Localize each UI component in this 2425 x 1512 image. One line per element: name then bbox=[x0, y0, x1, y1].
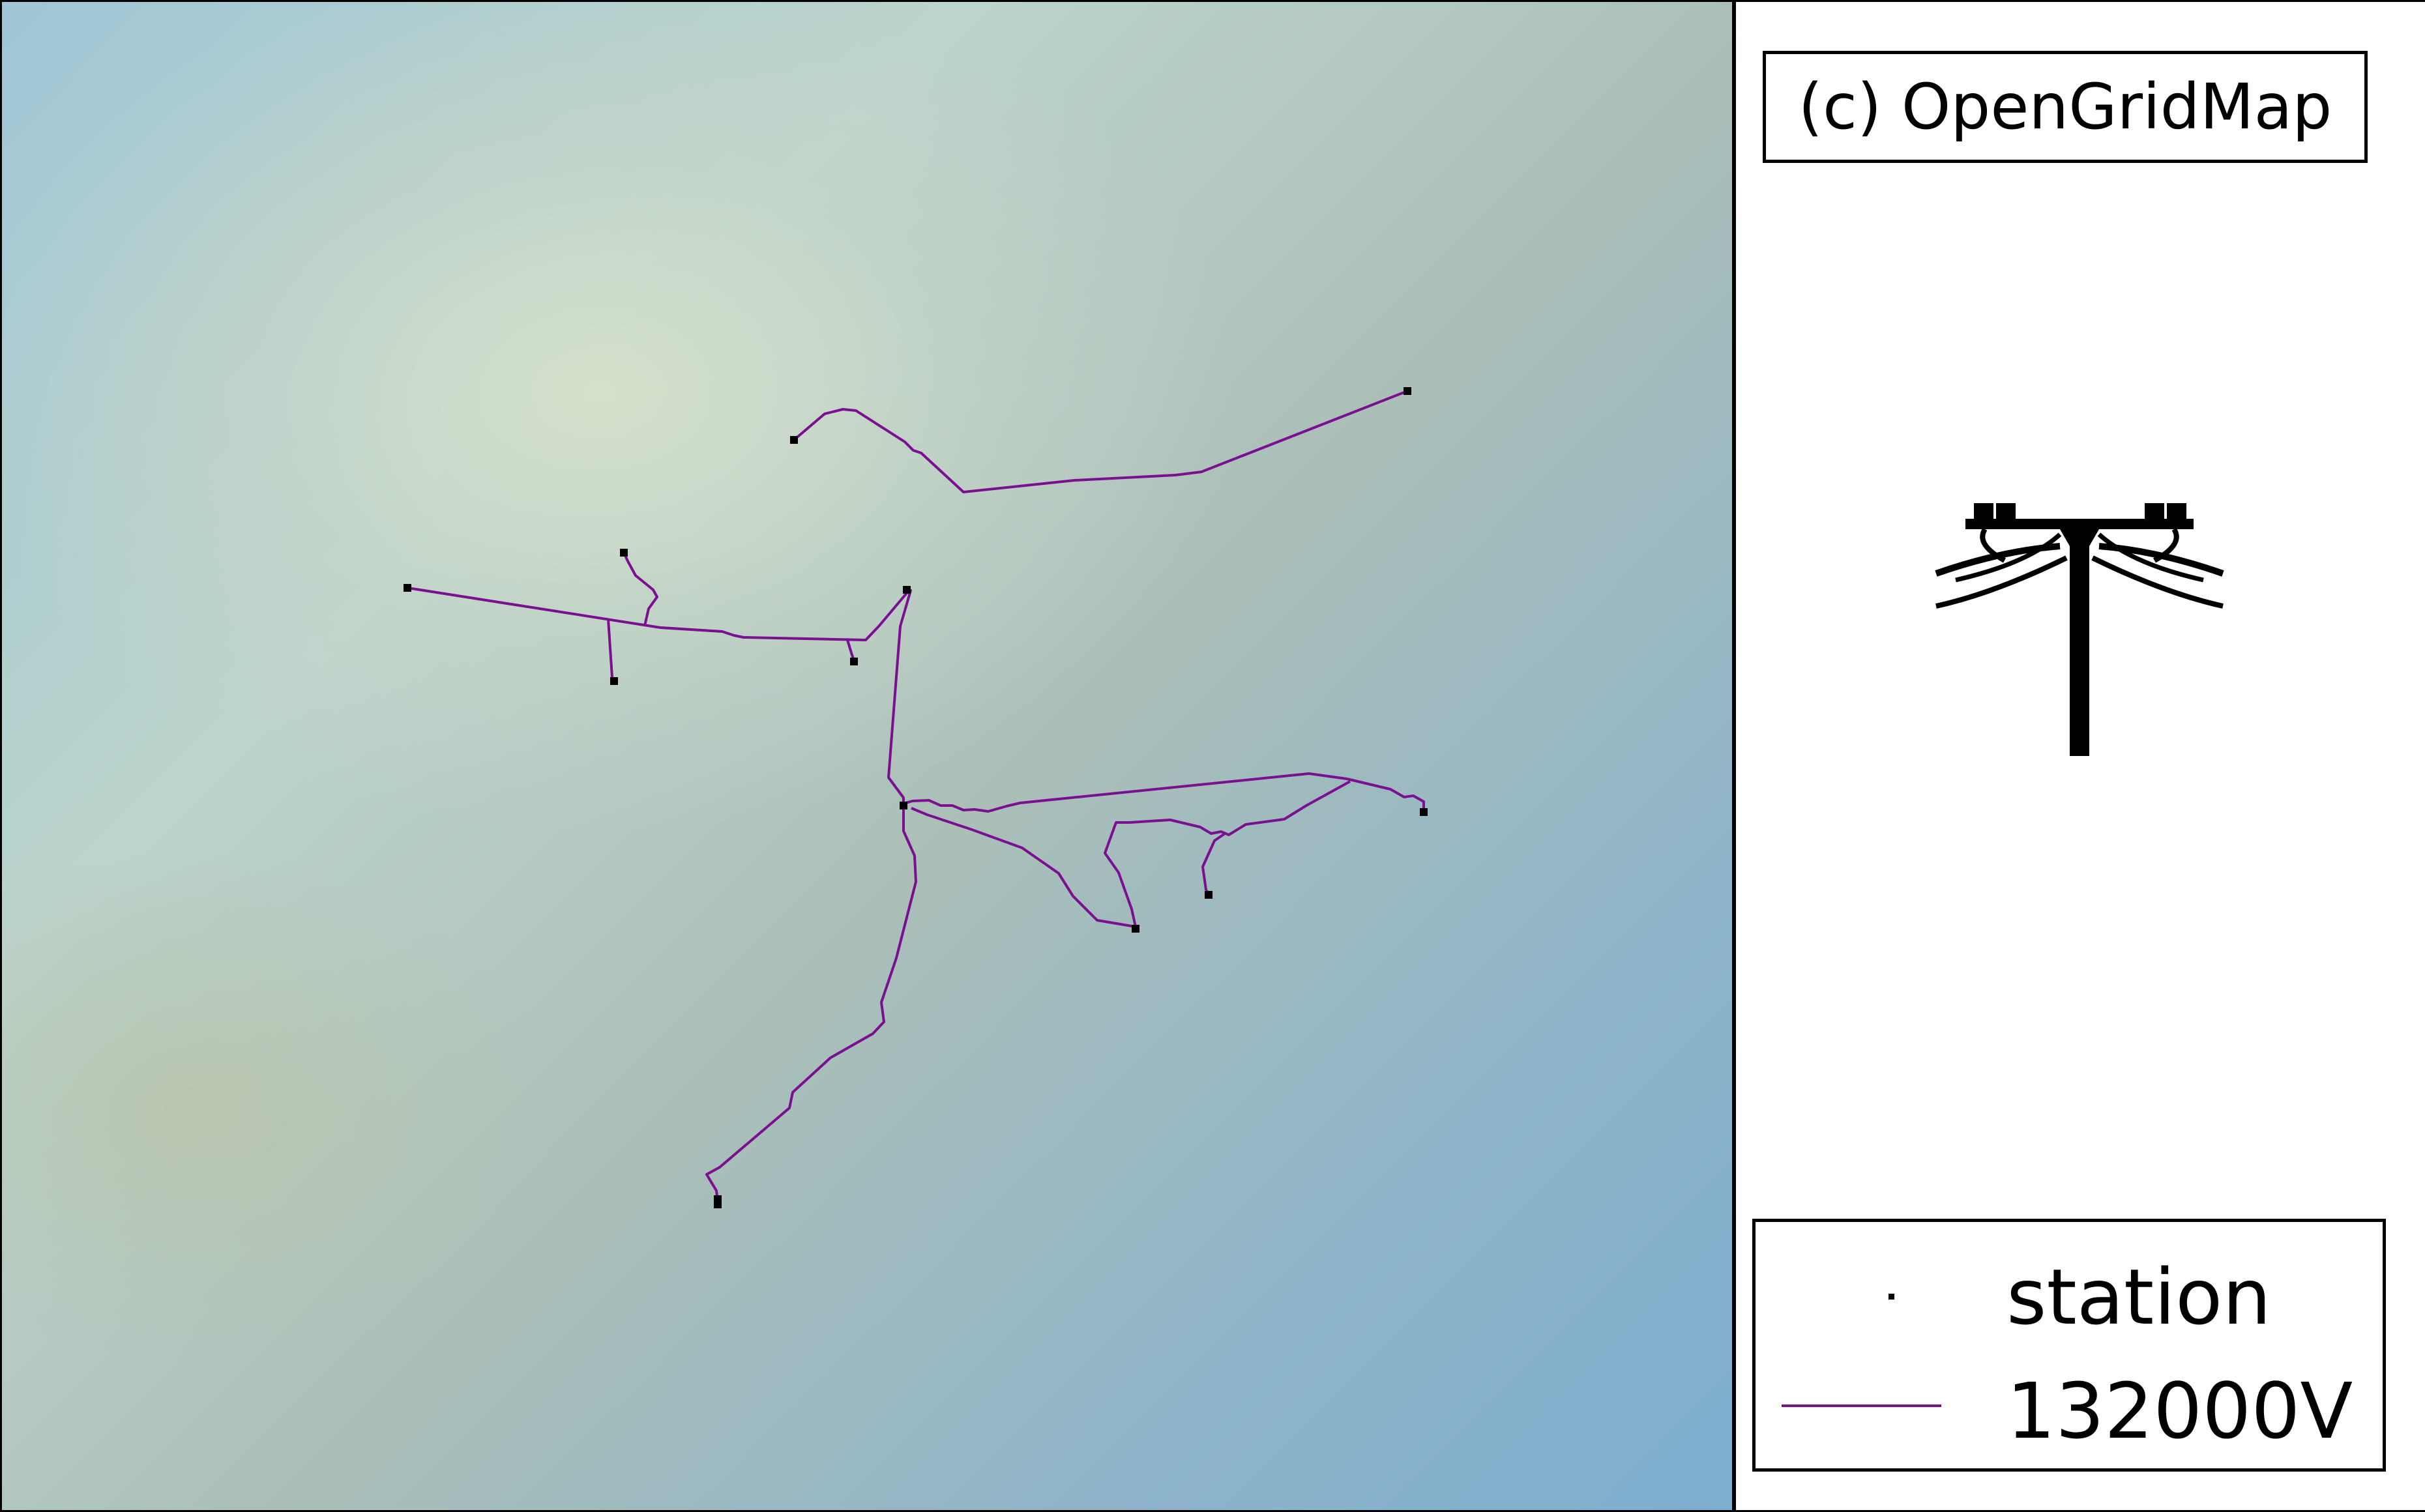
legend-item-station: station bbox=[1756, 1248, 2383, 1346]
map-legend: station 132000V bbox=[1752, 1219, 2386, 1472]
power-line-132000v[interactable] bbox=[793, 390, 1408, 493]
power-line-132000v[interactable] bbox=[1201, 832, 1226, 895]
power-line-132000v[interactable] bbox=[903, 772, 1425, 813]
stations-layer bbox=[404, 387, 1428, 1208]
station-marker[interactable] bbox=[404, 584, 411, 592]
power-pylon-icon bbox=[1935, 503, 2224, 756]
power-line-132000v[interactable] bbox=[846, 639, 855, 661]
legend-item-132000v: 132000V bbox=[1756, 1362, 2383, 1460]
station-marker[interactable] bbox=[1404, 387, 1411, 395]
station-marker[interactable] bbox=[714, 1200, 722, 1208]
power-line-132000v[interactable] bbox=[407, 587, 908, 641]
power-line-132000v[interactable] bbox=[705, 589, 917, 1202]
power-line-132000v[interactable] bbox=[911, 780, 1351, 928]
station-marker[interactable] bbox=[1132, 925, 1139, 933]
power-lines-layer bbox=[407, 390, 1425, 1202]
attribution-text: (c) OpenGridMap bbox=[1798, 70, 2332, 143]
line-132000v-symbol bbox=[1782, 1404, 1941, 1407]
station-marker[interactable] bbox=[620, 549, 628, 557]
attribution-box: (c) OpenGridMap bbox=[1763, 51, 2368, 163]
station-marker[interactable] bbox=[610, 677, 618, 685]
station-marker[interactable] bbox=[903, 586, 911, 594]
station-marker[interactable] bbox=[850, 658, 858, 665]
station-marker[interactable] bbox=[1205, 891, 1212, 899]
legend-label-132000v: 132000V bbox=[2006, 1366, 2353, 1456]
grid-map-canvas[interactable] bbox=[2, 2, 1732, 1510]
legend-label-station: station bbox=[2006, 1252, 2272, 1342]
station-marker[interactable] bbox=[900, 802, 907, 809]
map-panel[interactable] bbox=[0, 0, 1734, 1512]
station-marker[interactable] bbox=[790, 436, 798, 444]
power-line-132000v[interactable] bbox=[623, 552, 658, 626]
station-marker[interactable] bbox=[1420, 808, 1428, 816]
station-point-symbol bbox=[1889, 1294, 1894, 1300]
power-line-132000v[interactable] bbox=[607, 618, 615, 682]
